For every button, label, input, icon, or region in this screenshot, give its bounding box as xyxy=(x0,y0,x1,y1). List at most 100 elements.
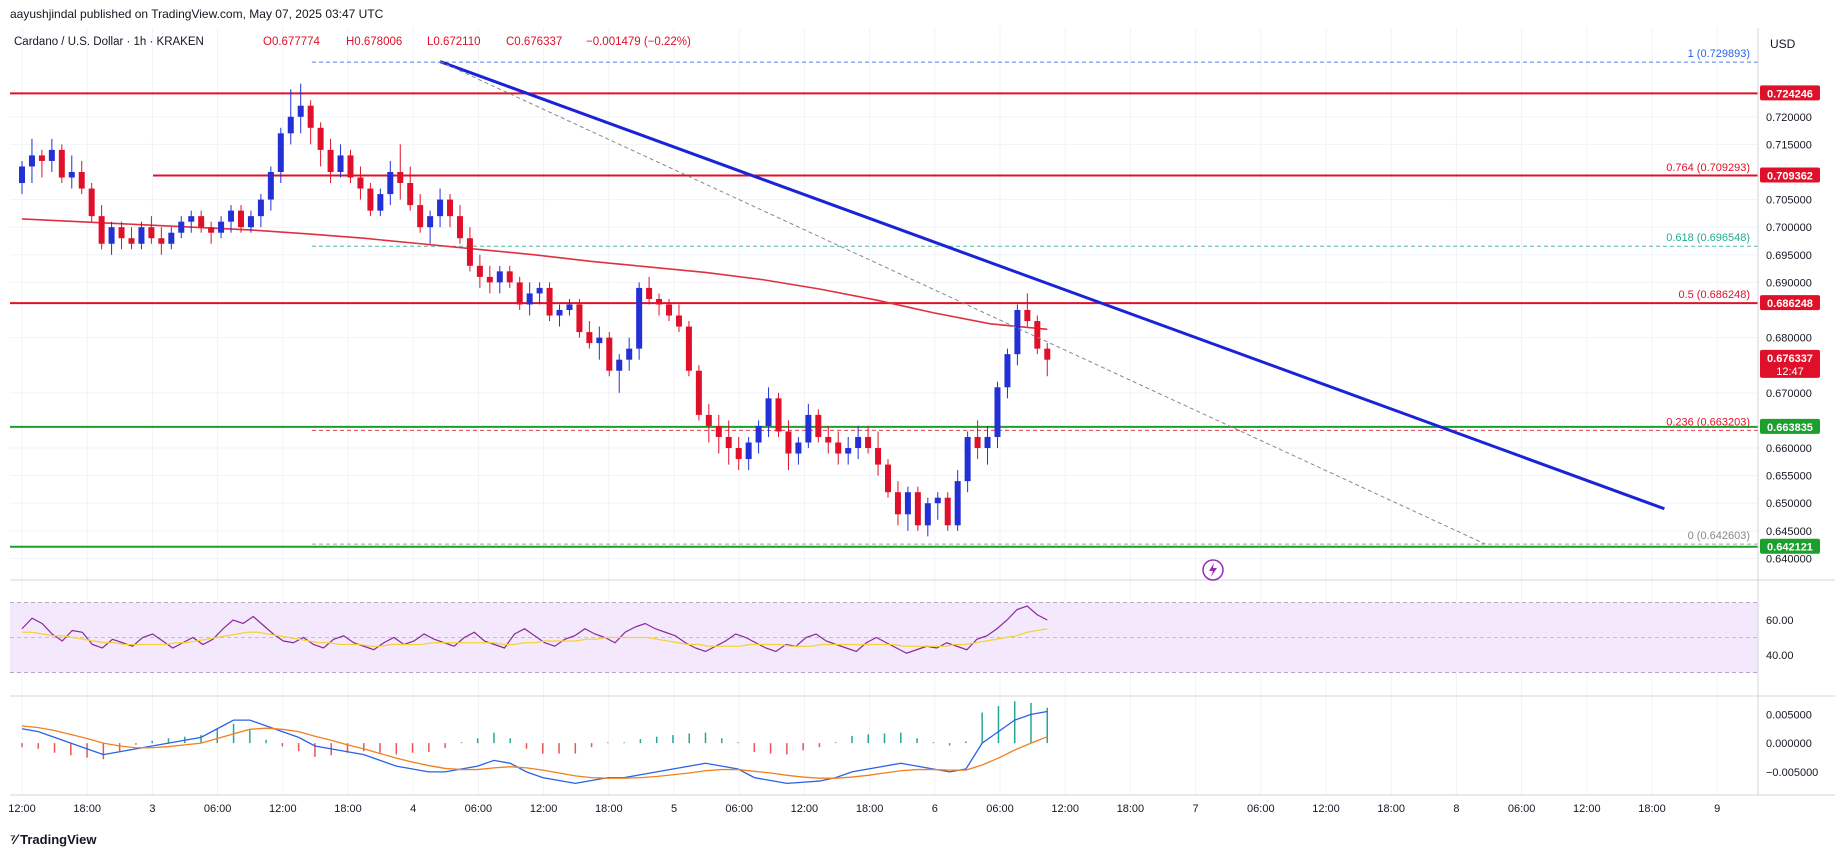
price-tick-label: 0.640000 xyxy=(1766,553,1812,565)
candle-body xyxy=(148,227,155,239)
candle-body xyxy=(98,216,105,244)
candle-body xyxy=(257,199,264,217)
candle-body xyxy=(28,155,35,167)
currency-label[interactable]: USD xyxy=(1770,37,1796,51)
candle-body xyxy=(357,177,364,189)
candle xyxy=(835,431,842,465)
chart-grid xyxy=(10,28,1758,795)
price-tick-label: 0.645000 xyxy=(1766,526,1812,538)
trend-lines xyxy=(439,60,1665,545)
candle xyxy=(964,431,971,493)
candle xyxy=(337,144,344,178)
price-tag: 0.663835 xyxy=(1760,418,1820,434)
candle-body xyxy=(894,492,901,515)
candle xyxy=(576,298,583,338)
candle xyxy=(456,205,463,244)
candle-body xyxy=(656,298,663,305)
candle xyxy=(974,420,981,460)
candle-body xyxy=(636,287,643,349)
candle-body xyxy=(427,216,434,228)
candle-body xyxy=(516,282,523,305)
horizontal-levels xyxy=(10,92,1758,548)
candle xyxy=(118,221,125,250)
replay-icon[interactable] xyxy=(1202,559,1224,581)
candle-body xyxy=(48,149,55,161)
candle xyxy=(128,227,135,250)
candle xyxy=(188,210,195,233)
candle xyxy=(1044,343,1051,377)
candle xyxy=(387,160,394,206)
fib-level-label: 0.618 (0.696548) xyxy=(1666,232,1750,244)
time-tick-label: 9 xyxy=(1714,803,1720,815)
candle xyxy=(28,138,35,184)
candle-body xyxy=(924,503,931,526)
candle-body xyxy=(158,238,165,244)
macd-tick-label: −0.005000 xyxy=(1766,767,1818,779)
candle-body xyxy=(745,442,752,460)
price-tick-label: 0.670000 xyxy=(1766,388,1812,400)
candle xyxy=(1014,304,1021,366)
price-tag: 0.709362 xyxy=(1760,167,1820,183)
price-tag-countdown: 12:47 xyxy=(1776,366,1804,378)
candle xyxy=(516,276,523,310)
candle-body xyxy=(307,105,314,128)
candle-body xyxy=(337,155,344,172)
price-tick-label: 0.705000 xyxy=(1766,195,1812,207)
candle-body xyxy=(178,221,185,233)
candle xyxy=(954,470,961,531)
candle xyxy=(556,304,563,327)
candle-body xyxy=(437,199,444,217)
candle xyxy=(884,459,891,498)
candle-body xyxy=(815,414,822,437)
candle-body xyxy=(825,436,832,443)
candle xyxy=(506,265,513,288)
ohlc-open: O0.677774 xyxy=(263,36,321,48)
candle-body xyxy=(317,127,324,150)
candle xyxy=(944,492,951,531)
time-tick-label: 18:00 xyxy=(1377,803,1405,815)
candle xyxy=(218,216,225,239)
tradingview-logo[interactable]: ⁷⁄ TradingView xyxy=(10,831,96,847)
candle-body xyxy=(755,425,762,443)
candle-body xyxy=(1004,354,1011,388)
time-tick-label: 18:00 xyxy=(1638,803,1666,815)
price-tick-label: 0.660000 xyxy=(1766,443,1812,455)
fib-level-label: 0.5 (0.686248) xyxy=(1678,289,1750,301)
candle xyxy=(237,205,244,233)
candle xyxy=(656,293,663,316)
candle xyxy=(287,89,294,145)
candle-body xyxy=(646,287,653,299)
candle xyxy=(616,354,623,393)
candle xyxy=(984,425,991,465)
candle xyxy=(894,481,901,526)
time-tick-label: 12:00 xyxy=(530,803,558,815)
candle-body xyxy=(576,304,583,333)
rsi-ma-line xyxy=(22,628,1048,647)
candle xyxy=(536,282,543,305)
candle xyxy=(546,282,553,322)
candle-body xyxy=(855,436,862,449)
candle xyxy=(228,205,235,233)
candle-body xyxy=(297,105,304,117)
candle-body xyxy=(277,133,284,172)
candle-body xyxy=(387,171,394,195)
candle xyxy=(1024,293,1031,327)
candle-body xyxy=(616,359,623,371)
candle-body xyxy=(934,497,941,504)
macd-tick-label: 0.005000 xyxy=(1766,709,1812,721)
time-tick-label: 06:00 xyxy=(465,803,493,815)
candle-body xyxy=(228,210,235,222)
time-tick-label: 12:00 xyxy=(1573,803,1601,815)
fib-level-label: 0.764 (0.709293) xyxy=(1666,162,1750,174)
candle-body xyxy=(805,414,812,443)
candle-body xyxy=(466,238,473,266)
candle-body xyxy=(785,431,792,454)
fib-level-label: 1 (0.729893) xyxy=(1688,48,1750,60)
candle xyxy=(327,138,334,184)
candle-body xyxy=(974,436,981,449)
price-tick-label: 0.690000 xyxy=(1766,277,1812,289)
time-tick-label: 06:00 xyxy=(725,803,753,815)
candle-body xyxy=(19,166,25,184)
symbol-name: Cardano / U.S. Dollar · 1h · KRAKEN xyxy=(14,36,204,48)
